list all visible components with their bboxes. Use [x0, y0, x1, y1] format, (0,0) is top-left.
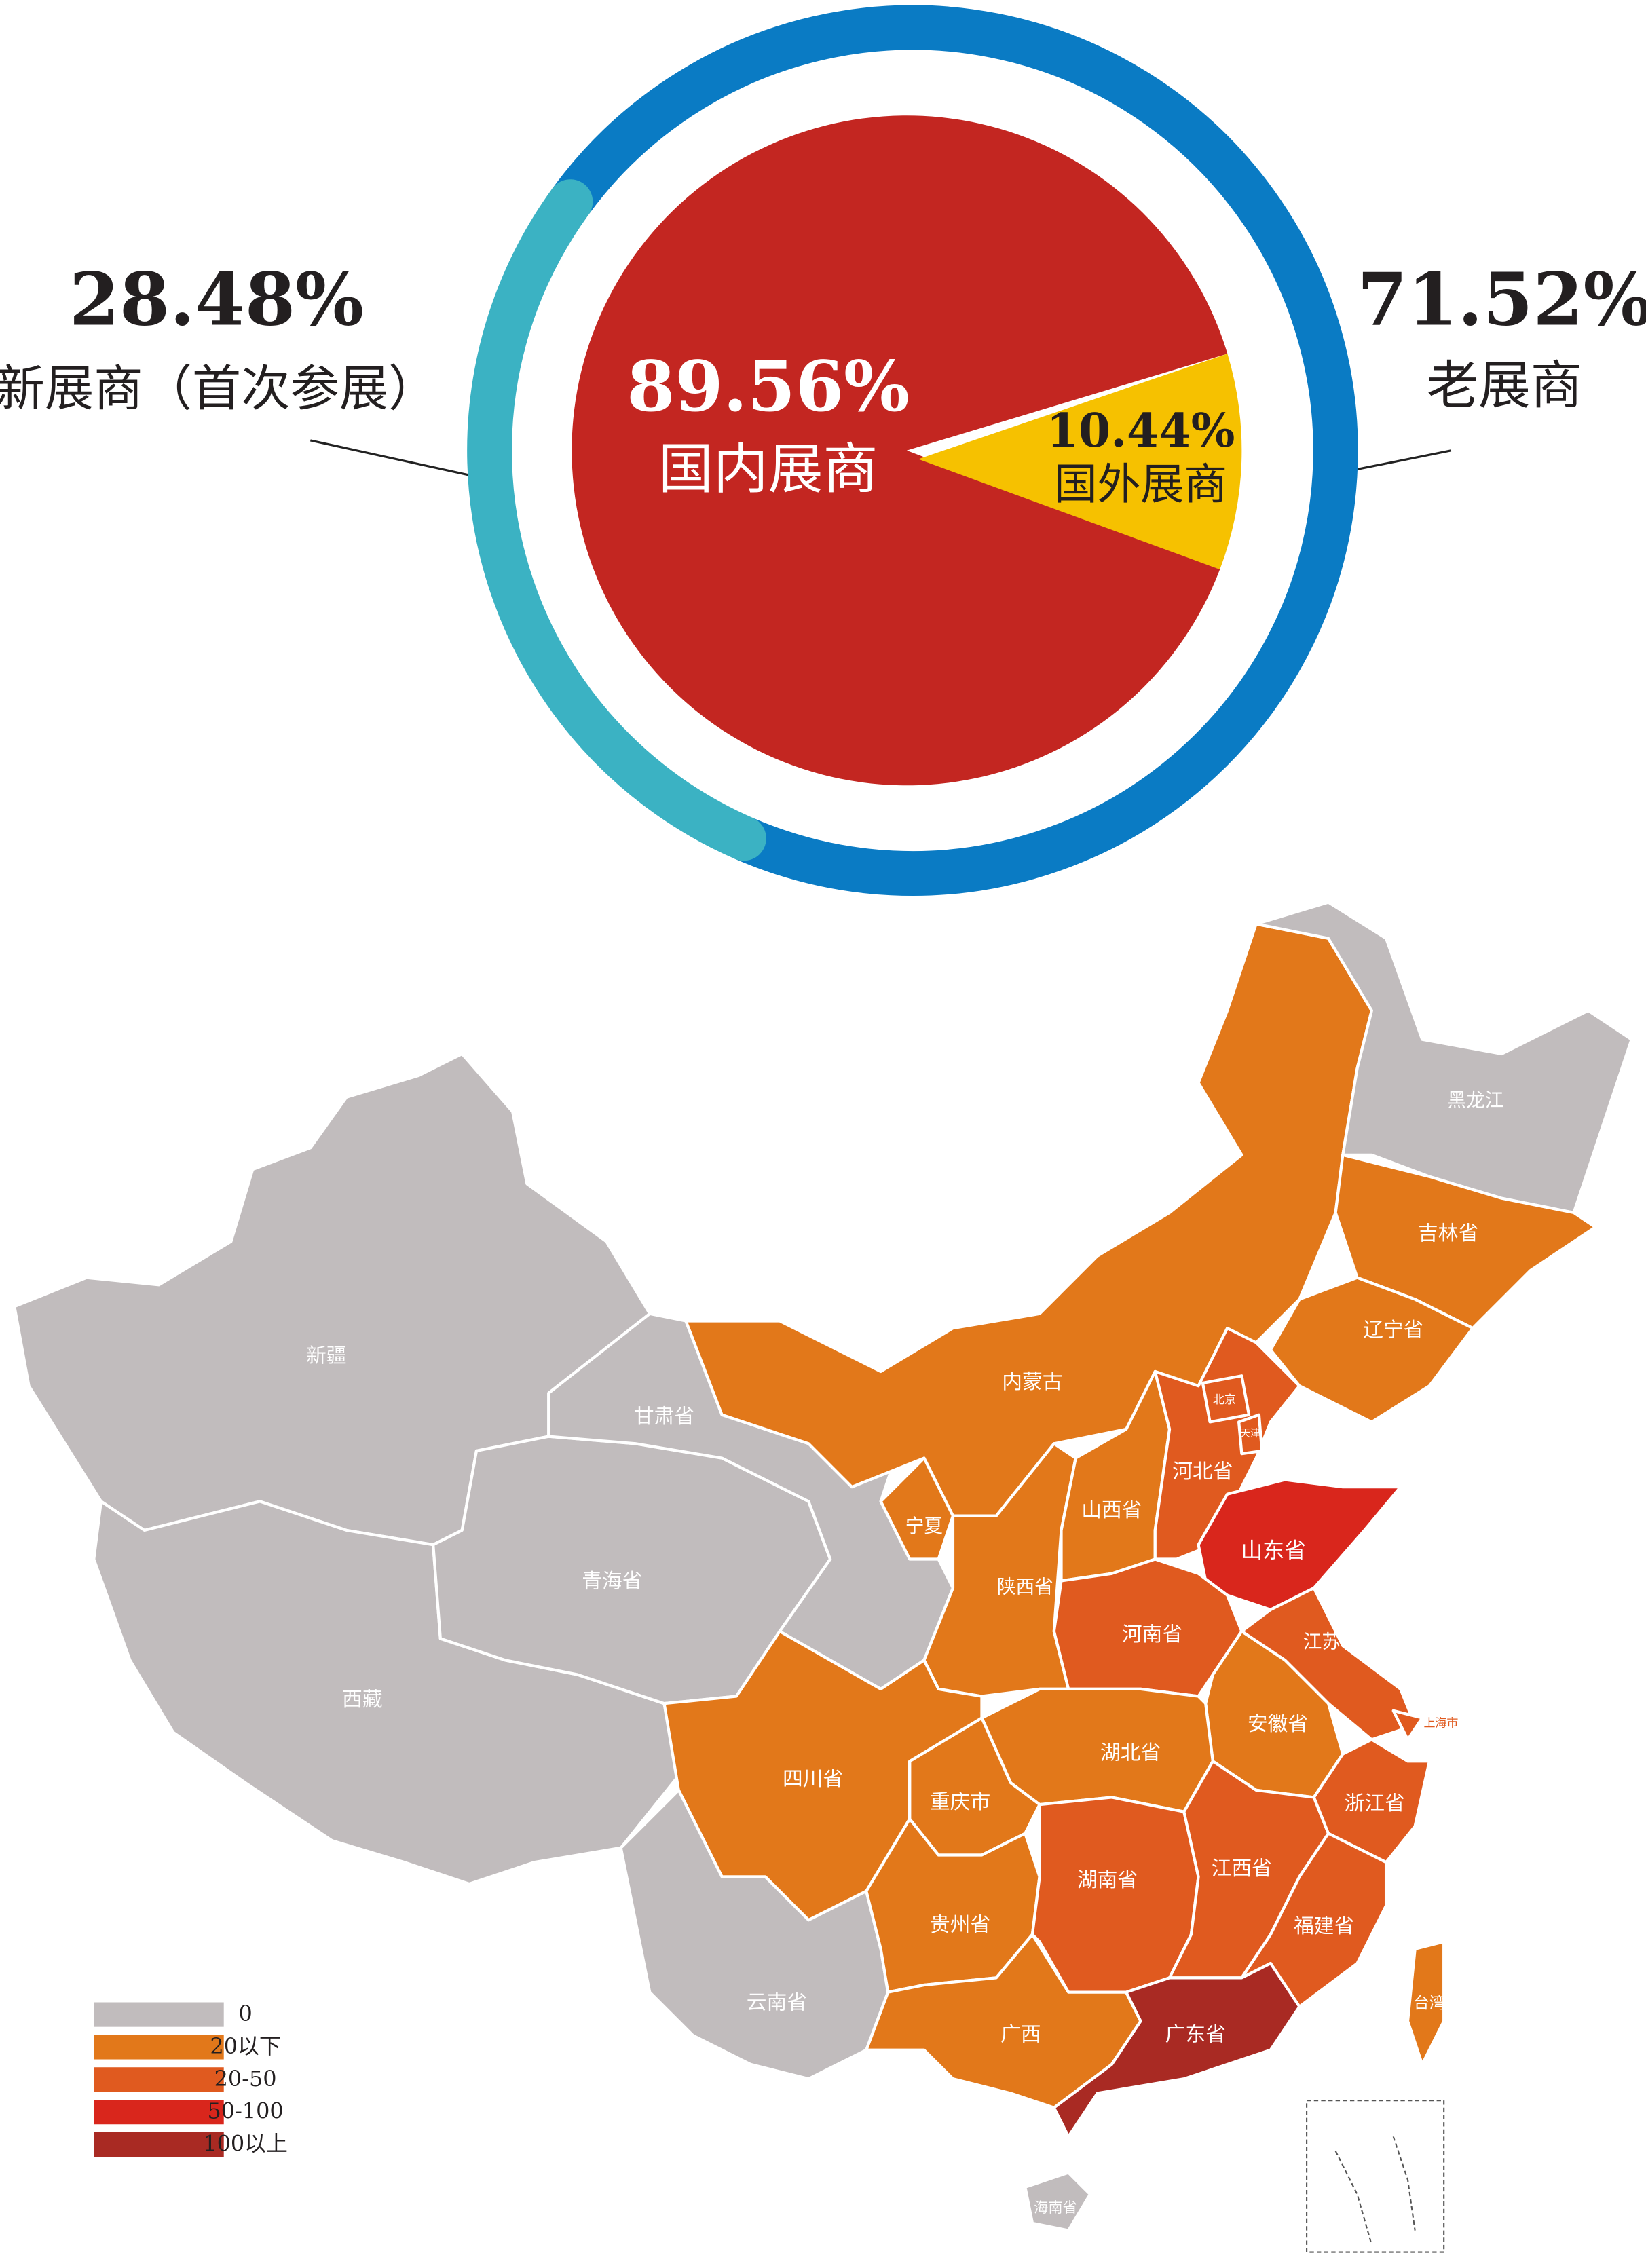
leader-line [310, 439, 495, 483]
legend-swatch [94, 2132, 224, 2157]
province [92, 1500, 680, 1886]
province-label: 山西省 [1081, 1498, 1142, 1522]
province-label: 贵州省 [930, 1913, 990, 1937]
legend-swatch [94, 2002, 224, 2027]
province-label: 江西省 [1212, 1857, 1272, 1880]
province-label: 山东省 [1241, 1537, 1306, 1563]
province [1269, 1276, 1474, 1424]
province [879, 1456, 955, 1561]
province-label: 西藏 [342, 1688, 383, 1712]
legend-label: 20以下 [210, 2033, 280, 2059]
province-label: 北京 [1213, 1393, 1236, 1407]
category-label: 老展商 [1427, 356, 1583, 416]
province-label: 天津 [1240, 1426, 1260, 1439]
province [1052, 1961, 1301, 2138]
province-label: 河南省 [1122, 1623, 1182, 1646]
province-label: 内蒙古 [1002, 1370, 1062, 1394]
province-label: 江苏省 [1303, 1630, 1360, 1652]
province-label: 黑龙江 [1448, 1089, 1504, 1112]
donut-segment [548, 5, 1358, 896]
category-label: 新展商（首次参展） [0, 361, 437, 418]
province-label: 广东省 [1165, 2022, 1226, 2046]
province-label: 湖南省 [1077, 1868, 1138, 1892]
legend-label: 20-50 [214, 2066, 277, 2092]
province-label: 海南省 [1034, 2199, 1077, 2216]
province-label: 辽宁省 [1363, 1318, 1423, 1342]
province-label: 云南省 [747, 1991, 807, 2015]
province-label: 台湾 [1414, 1993, 1446, 2012]
province [1237, 1413, 1264, 1456]
legend-swatch [94, 2100, 224, 2125]
region-label: 香港 [1218, 2073, 1241, 2087]
province-label: 吉林省 [1418, 1222, 1478, 1245]
province-label: 新疆 [306, 1344, 347, 1368]
legend-label: 50-100 [208, 2098, 284, 2124]
value-label: 89.56% [626, 346, 910, 428]
value-label: 71.52% [1358, 258, 1646, 343]
province-label: 福建省 [1294, 1914, 1354, 1938]
province [1406, 1940, 1446, 2066]
province-label: 重庆市 [930, 1790, 990, 1814]
legend-swatch [94, 2035, 224, 2060]
category-label: 国内展商 [658, 438, 878, 502]
province-label: 安徽省 [1248, 1712, 1308, 1736]
province [1030, 1796, 1200, 1994]
category-label: 国外展商 [1054, 460, 1227, 510]
province [1391, 1709, 1424, 1741]
legend-label: 100以上 [203, 2131, 288, 2157]
province-label: 湖北省 [1100, 1741, 1161, 1765]
province [1153, 1326, 1301, 1561]
value-label: 28.48% [69, 258, 364, 343]
province-label: 上海市 [1423, 1716, 1458, 1730]
donut-segment [467, 179, 766, 861]
province [1024, 2171, 1092, 2232]
province-label: 青海省 [582, 1569, 642, 1593]
pie-slice [918, 354, 1242, 570]
province [1201, 1374, 1251, 1424]
legend-swatch [94, 2067, 224, 2092]
province-label: 浙江省 [1344, 1792, 1404, 1815]
legend: 0 20以下 20-50 50-100 100以上 [94, 2001, 288, 2157]
legend-label: 0 [238, 2001, 252, 2026]
province-label: 四川省 [783, 1767, 843, 1791]
province-label: 甘肃省 [634, 1405, 694, 1429]
value-label: 10.44% [1047, 404, 1235, 458]
inset-box [1306, 2100, 1445, 2253]
province-label: 陕西省 [997, 1576, 1053, 1598]
province-label: 广西 [1000, 2022, 1041, 2046]
province-label: 河北省 [1172, 1460, 1233, 1483]
pie-slice [572, 115, 1228, 786]
province-label: 宁夏 [905, 1515, 943, 1537]
